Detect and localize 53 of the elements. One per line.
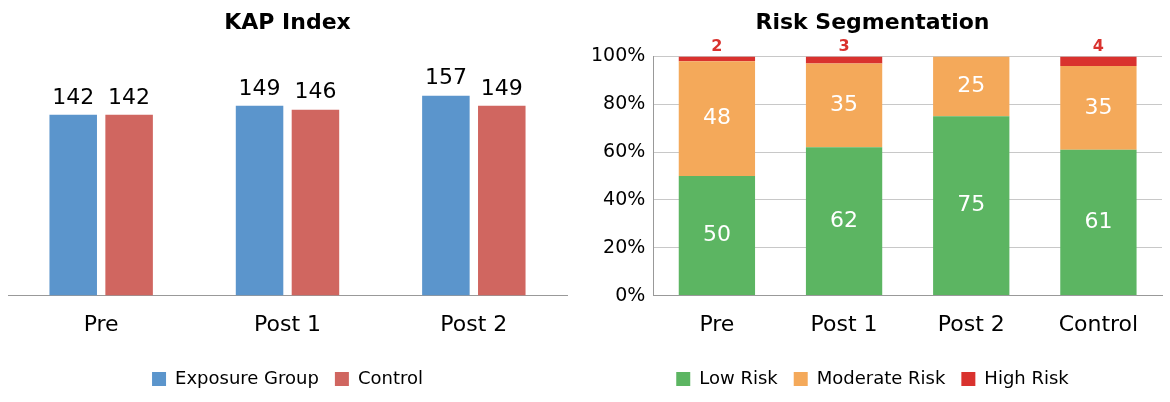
chart-title: KAP Index — [224, 8, 351, 34]
data-label: 35 — [830, 91, 859, 117]
legend-label: Exposure Group — [175, 366, 319, 388]
x-tick-label: Pre — [699, 310, 735, 336]
data-label: 3 — [838, 35, 850, 55]
chart-title: Risk Segmentation — [755, 8, 990, 34]
bar — [422, 95, 470, 296]
y-tick-label: 80% — [603, 91, 646, 114]
bar — [49, 114, 97, 296]
bar — [1060, 149, 1137, 296]
bar — [933, 56, 1010, 117]
y-tick-label: 20% — [603, 234, 646, 257]
data-label: 142 — [52, 83, 95, 109]
legend-label: Control — [357, 366, 423, 388]
bar — [678, 61, 756, 176]
y-tick-label: 100% — [590, 43, 646, 66]
data-label: 157 — [424, 64, 467, 90]
data-label: 35 — [1084, 93, 1113, 119]
x-tick-label: Pre — [83, 310, 119, 336]
data-label: 62 — [830, 206, 859, 232]
x-tick-label: Post 1 — [810, 310, 878, 336]
data-label: 149 — [238, 74, 281, 100]
bar — [291, 109, 340, 296]
bar — [678, 176, 756, 296]
x-tick-label: Post 2 — [440, 310, 508, 336]
data-label: 25 — [957, 72, 986, 98]
data-label: 149 — [480, 74, 523, 100]
x-tick-label: Post 1 — [253, 310, 322, 336]
data-label: 75 — [957, 191, 986, 217]
legend-label: High Risk — [984, 366, 1070, 388]
x-tick-label: Post 2 — [937, 310, 1005, 336]
bar — [105, 114, 153, 296]
bar — [805, 56, 883, 64]
x-tick-label: Control — [1058, 310, 1139, 336]
y-tick-label: 0% — [615, 282, 646, 305]
bar — [1060, 65, 1137, 150]
bar — [1060, 56, 1137, 66]
bar — [805, 147, 883, 296]
data-label: 50 — [702, 221, 731, 247]
legend-label: Moderate Risk — [816, 366, 946, 388]
data-label: 142 — [108, 83, 151, 109]
y-tick-label: 60% — [603, 139, 646, 162]
bar — [805, 63, 883, 148]
bar — [478, 105, 526, 296]
data-label: 4 — [1092, 35, 1104, 55]
bar — [933, 116, 1010, 296]
data-label: 146 — [294, 78, 337, 104]
data-label: 48 — [702, 104, 731, 130]
data-label: 61 — [1084, 208, 1113, 234]
data-label: 2 — [711, 35, 723, 55]
bar — [235, 105, 284, 296]
legend-label: Low Risk — [699, 366, 779, 388]
y-tick-label: 40% — [603, 186, 646, 209]
